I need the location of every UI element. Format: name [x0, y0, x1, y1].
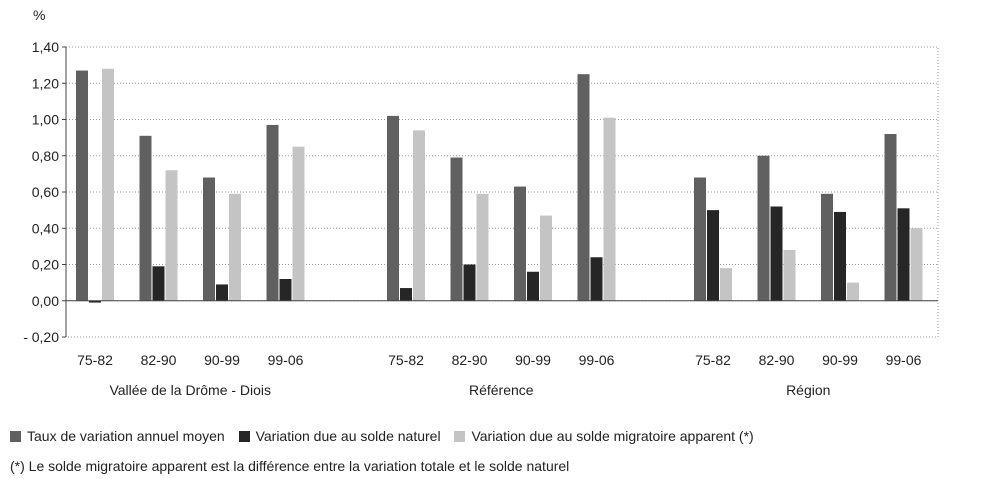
- x-tick-label: 90-99: [515, 352, 551, 368]
- bar-total: [139, 135, 152, 301]
- legend-item-natural: Variation due au solde naturel: [238, 428, 441, 444]
- bar-total: [694, 177, 706, 301]
- bar-migratory: [847, 282, 859, 301]
- bar-migratory: [165, 170, 178, 301]
- x-tick-label: 90-99: [822, 352, 858, 368]
- bar-total: [514, 186, 526, 301]
- bar-natural: [89, 300, 101, 303]
- axis-labels: - 0,20 0,00 0,20 0,40 0,60 0,80 1,00 1,20 1,40 75…: [23, 39, 921, 398]
- bar-total: [76, 70, 88, 301]
- bar-migratory: [292, 146, 305, 301]
- bar-migratory: [540, 215, 552, 301]
- bar-natural: [152, 266, 165, 301]
- legend-swatch-total: [10, 430, 21, 442]
- bar-total: [387, 115, 399, 301]
- bars: [76, 68, 923, 303]
- y-tick-label: 0,80: [32, 148, 59, 164]
- y-tick-label: 1,20: [32, 75, 59, 91]
- legend-item-migratory: Variation due au solde migratoire appare…: [454, 428, 754, 444]
- y-tick-label: - 0,20: [23, 329, 59, 345]
- legend-swatch-migratory: [454, 430, 466, 442]
- y-tick-label: 0,60: [32, 184, 59, 200]
- y-tick-label: 1,40: [32, 39, 59, 55]
- bar-migratory: [783, 250, 796, 301]
- legend-label-migratory: Variation due au solde migratoire appare…: [471, 428, 754, 444]
- bar-migratory: [102, 68, 114, 301]
- bar-migratory: [413, 130, 425, 301]
- bar-migratory: [603, 117, 616, 301]
- x-tick-label: 99-06: [579, 352, 615, 368]
- y-tick-label: 0,00: [32, 293, 59, 309]
- legend-label-natural: Variation due au solde naturel: [255, 428, 441, 444]
- bar-total: [266, 124, 279, 301]
- bar-natural: [770, 206, 783, 301]
- bar-natural: [590, 257, 603, 301]
- bar-natural: [279, 279, 292, 301]
- x-tick-label: 75-82: [77, 352, 113, 368]
- x-tick-label: 82-90: [141, 352, 177, 368]
- bar-total: [203, 177, 215, 301]
- bar-natural: [707, 210, 719, 301]
- footnote: (*) Le solde migratoire apparent est la …: [10, 458, 570, 474]
- x-tick-label: 82-90: [759, 352, 795, 368]
- bar-total: [884, 134, 897, 301]
- y-tick-label: 1,00: [32, 112, 59, 128]
- bar-total: [821, 193, 833, 301]
- legend: Taux de variation annuel moyen Variation…: [10, 428, 986, 446]
- axes: [62, 46, 938, 338]
- legend-item-total: Taux de variation annuel moyen: [10, 428, 225, 444]
- bar-natural: [216, 284, 228, 301]
- bar-natural: [527, 271, 539, 301]
- bar-total: [450, 157, 463, 301]
- bar-natural: [897, 208, 910, 301]
- group-label: Région: [786, 382, 830, 398]
- x-tick-label: 99-06: [268, 352, 304, 368]
- x-tick-label: 99-06: [886, 352, 922, 368]
- bar-natural: [400, 288, 412, 301]
- y-tick-label: 0,40: [32, 220, 59, 236]
- group-label: Référence: [469, 382, 534, 398]
- legend-swatch-natural: [238, 430, 250, 442]
- bar-natural: [834, 211, 846, 301]
- population-variation-chart: % - 0,20 0,00 0,20 0,40 0,60 0,80 1,00 1,20 1,40…: [23, 7, 939, 398]
- bar-total: [757, 155, 770, 301]
- x-tick-label: 90-99: [204, 352, 240, 368]
- gridlines: [65, 46, 939, 338]
- bar-total: [577, 74, 590, 301]
- bar-migratory: [476, 193, 489, 301]
- x-tick-label: 75-82: [695, 352, 731, 368]
- bar-natural: [463, 264, 476, 301]
- y-tick-label: 0,20: [32, 257, 59, 273]
- x-tick-label: 75-82: [388, 352, 424, 368]
- bar-migratory: [910, 228, 923, 301]
- bar-migratory: [720, 268, 732, 301]
- x-tick-label: 82-90: [452, 352, 488, 368]
- legend-label-total: Taux de variation annuel moyen: [27, 428, 225, 444]
- y-unit-label: %: [33, 7, 45, 23]
- bar-migratory: [229, 193, 241, 301]
- group-label: Vallée de la Drôme - Diois: [109, 382, 271, 398]
